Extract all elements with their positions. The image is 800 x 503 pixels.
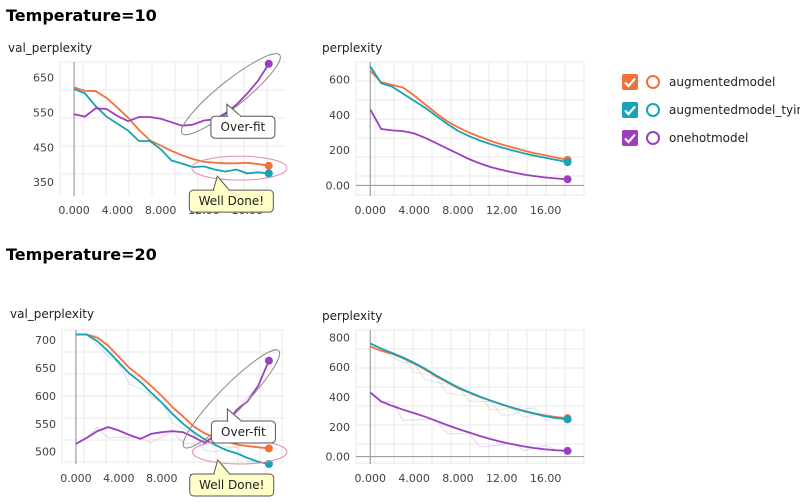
series-endpoint bbox=[563, 415, 572, 424]
series-marker-icon bbox=[646, 103, 660, 117]
y-tick-label: 700 bbox=[35, 334, 56, 347]
welldone-ellipse bbox=[191, 155, 288, 181]
chart-title: perplexity bbox=[322, 309, 382, 323]
y-tick-label: 800 bbox=[329, 331, 350, 344]
y-tick-label: 0.00 bbox=[326, 451, 351, 464]
x-tick-label: 12.00 bbox=[486, 472, 518, 485]
welldone-label: Well Done! bbox=[199, 478, 264, 492]
chart-t20-val: val_perplexity 500 550 600 650 700 0.000 4.000 8… bbox=[10, 307, 288, 497]
series-endpoint bbox=[264, 59, 273, 68]
series-endpoint bbox=[264, 161, 273, 170]
series-line-augmentedmodel-tying bbox=[369, 65, 568, 163]
welldone-callout-box bbox=[188, 189, 274, 213]
legend-label: onehotmodel bbox=[669, 131, 749, 145]
y-tick-label: 550 bbox=[35, 418, 56, 431]
series-endpoint bbox=[563, 175, 572, 184]
series-line-onehotmodel bbox=[73, 63, 270, 127]
overfit-ellipse bbox=[182, 349, 281, 449]
y-tick-label: 450 bbox=[33, 141, 54, 154]
legend: augmentedmodel augmentedmodel_tying oneh… bbox=[622, 68, 800, 152]
y-tick-label: 350 bbox=[33, 176, 54, 189]
x-tick-label: 0.000 bbox=[58, 204, 90, 217]
series-line-augmentedmodel-tying bbox=[73, 88, 269, 175]
x-tick-label: 4.000 bbox=[398, 472, 430, 485]
series-line-onehotmodel bbox=[369, 391, 568, 452]
overfit-callout-box bbox=[210, 420, 276, 444]
overfit-callout-box bbox=[210, 115, 276, 139]
y-tick-label: 600 bbox=[35, 390, 56, 403]
x-tick-label: 0.000 bbox=[355, 472, 387, 485]
legend-label: augmentedmodel_tying bbox=[669, 103, 800, 117]
chart-t10-val: val_perplexity 350 450 550 650 0.000 4.000 8.00… bbox=[8, 41, 288, 217]
series-marker-icon bbox=[646, 75, 660, 89]
series-raw-line bbox=[75, 334, 270, 465]
legend-item-onehotmodel[interactable]: onehotmodel bbox=[622, 124, 800, 152]
legend-label: augmentedmodel bbox=[669, 75, 776, 89]
y-tick-label: 650 bbox=[35, 362, 56, 375]
series-endpoint bbox=[264, 356, 273, 365]
callout-pointer bbox=[226, 407, 243, 422]
chart-title: val_perplexity bbox=[10, 307, 94, 321]
y-tick-label: 0.00 bbox=[326, 179, 351, 192]
series-line-onehotmodel bbox=[75, 360, 270, 445]
chart-title: val_perplexity bbox=[8, 41, 92, 55]
legend-item-augmentedmodel[interactable]: augmentedmodel bbox=[622, 68, 800, 96]
x-tick-label: 4.000 bbox=[398, 204, 430, 217]
x-tick-label: 0.000 bbox=[60, 472, 92, 485]
y-tick-label: 200 bbox=[329, 144, 350, 157]
x-tick-label: 8.000 bbox=[442, 472, 474, 485]
series-line-augmentedmodel bbox=[369, 70, 568, 161]
series-raw-line bbox=[75, 334, 269, 449]
checkbox-checked-icon[interactable] bbox=[622, 130, 638, 146]
y-tick-label: 600 bbox=[329, 361, 350, 374]
series-endpoint bbox=[563, 158, 572, 167]
series-marker-icon bbox=[646, 131, 660, 145]
x-tick-label: 4.000 bbox=[103, 472, 135, 485]
series-line-onehotmodel bbox=[369, 109, 568, 181]
checkbox-checked-icon[interactable] bbox=[622, 102, 638, 118]
y-tick-label: 400 bbox=[329, 109, 350, 122]
series-line-augmentedmodel-tying bbox=[369, 342, 568, 421]
x-tick-label: 16.00 bbox=[530, 204, 562, 217]
x-tick-label: 8.000 bbox=[145, 204, 177, 217]
chart-t20-ppl: perplexity 0.00 200 400 600 800 0.000 4.000 8.00… bbox=[322, 309, 585, 485]
y-tick-label: 400 bbox=[329, 391, 350, 404]
x-tick-label: 4.000 bbox=[102, 204, 134, 217]
overfit-label: Over-fit bbox=[221, 120, 266, 134]
chart-title: perplexity bbox=[322, 41, 382, 55]
series-line-augmentedmodel-tying bbox=[75, 333, 270, 465]
section-title-temperature-10: Temperature=10 bbox=[6, 6, 157, 25]
section-title-temperature-20: Temperature=20 bbox=[6, 245, 157, 264]
legend-item-augmentedmodel-tying[interactable]: augmentedmodel_tying bbox=[622, 96, 800, 124]
x-tick-label: 16.00 bbox=[530, 472, 562, 485]
x-tick-label: 8.000 bbox=[146, 472, 178, 485]
x-tick-label: 0.000 bbox=[355, 204, 387, 217]
overfit-label: Over-fit bbox=[221, 425, 266, 439]
checkbox-checked-icon[interactable] bbox=[622, 74, 638, 90]
overfit-ellipse bbox=[180, 53, 281, 136]
series-endpoint bbox=[264, 444, 273, 453]
welldone-callout-box bbox=[189, 473, 275, 497]
y-tick-label: 200 bbox=[329, 421, 350, 434]
chart-t10-ppl: perplexity 0.00 200 400 600 0.000 4.000 8.000 12… bbox=[322, 41, 585, 217]
series-endpoint bbox=[264, 169, 273, 178]
x-tick-label: 8.000 bbox=[442, 204, 474, 217]
y-tick-label: 500 bbox=[35, 446, 56, 459]
series-line-augmentedmodel bbox=[75, 333, 269, 450]
y-tick-label: 600 bbox=[329, 74, 350, 87]
y-tick-label: 650 bbox=[33, 72, 54, 85]
y-tick-label: 550 bbox=[33, 106, 54, 119]
series-line-augmentedmodel bbox=[73, 86, 269, 167]
x-tick-label: 12.00 bbox=[486, 204, 518, 217]
series-raw-line bbox=[370, 342, 568, 421]
series-endpoint bbox=[563, 446, 572, 455]
welldone-label: Well Done! bbox=[199, 194, 264, 208]
